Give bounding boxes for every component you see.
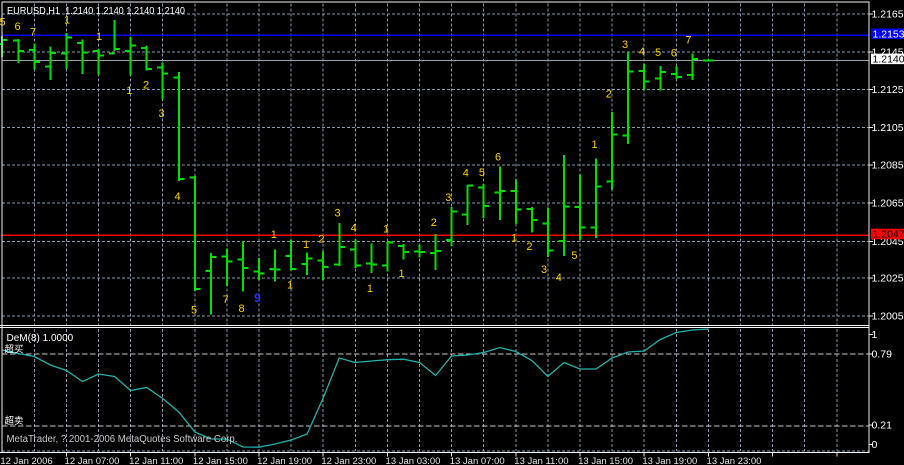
svg-text:4: 4 bbox=[639, 46, 645, 58]
svg-text:3: 3 bbox=[159, 108, 165, 120]
svg-text:13 Jan 23:00: 13 Jan 23:00 bbox=[707, 456, 762, 465]
svg-text:1: 1 bbox=[383, 224, 389, 236]
svg-text:1.2085: 1.2085 bbox=[872, 160, 904, 172]
svg-text:12 Jan 2006: 12 Jan 2006 bbox=[0, 456, 52, 465]
svg-text:1.2065: 1.2065 bbox=[872, 197, 904, 209]
svg-text:MetaTrader, ? 2001-2006 MetaQu: MetaTrader, ? 2001-2006 MetaQuotes Softw… bbox=[7, 434, 238, 445]
svg-text:0.79: 0.79 bbox=[872, 348, 893, 360]
svg-text:1: 1 bbox=[511, 233, 517, 245]
svg-text:5: 5 bbox=[191, 305, 197, 317]
svg-text:3: 3 bbox=[335, 208, 341, 220]
svg-text:12 Jan 07:00: 12 Jan 07:00 bbox=[65, 456, 120, 465]
svg-text:12 Jan 19:00: 12 Jan 19:00 bbox=[257, 456, 312, 465]
svg-text:5: 5 bbox=[655, 47, 661, 59]
svg-text:3: 3 bbox=[622, 39, 628, 51]
svg-text:1.2125: 1.2125 bbox=[872, 84, 904, 96]
svg-text:0.21: 0.21 bbox=[872, 420, 893, 432]
svg-text:4: 4 bbox=[174, 191, 180, 203]
svg-text:1: 1 bbox=[872, 329, 878, 341]
svg-text:6: 6 bbox=[671, 48, 677, 60]
svg-text:2: 2 bbox=[526, 241, 532, 253]
svg-text:EURUSD,H1 1.2140 1.2140 1.214: EURUSD,H1 1.2140 1.2140 1.2140 1.2140 bbox=[7, 5, 185, 17]
svg-text:1.2025: 1.2025 bbox=[872, 273, 904, 285]
svg-text:13 Jan 15:00: 13 Jan 15:00 bbox=[578, 456, 633, 465]
svg-text:7: 7 bbox=[223, 294, 229, 306]
svg-text:超买: 超买 bbox=[5, 344, 24, 356]
svg-text:3: 3 bbox=[541, 264, 547, 276]
svg-text:4: 4 bbox=[351, 222, 357, 234]
svg-text:5: 5 bbox=[571, 250, 577, 262]
svg-text:DeM(8) 1.0000: DeM(8) 1.0000 bbox=[7, 333, 74, 344]
svg-text:1.2165: 1.2165 bbox=[872, 9, 904, 21]
svg-text:12 Jan 23:00: 12 Jan 23:00 bbox=[321, 456, 376, 465]
svg-text:13 Jan 07:00: 13 Jan 07:00 bbox=[450, 456, 505, 465]
svg-text:1: 1 bbox=[399, 268, 405, 280]
svg-text:2: 2 bbox=[143, 80, 149, 92]
svg-text:6: 6 bbox=[495, 152, 501, 164]
svg-text:2: 2 bbox=[431, 217, 437, 229]
svg-text:13 Jan 19:00: 13 Jan 19:00 bbox=[642, 456, 697, 465]
svg-text:12 Jan 15:00: 12 Jan 15:00 bbox=[193, 456, 248, 465]
svg-text:2: 2 bbox=[606, 89, 612, 101]
svg-text:4: 4 bbox=[463, 168, 469, 180]
svg-text:4: 4 bbox=[556, 272, 562, 284]
svg-text:12 Jan 11:00: 12 Jan 11:00 bbox=[129, 456, 183, 465]
svg-text:2: 2 bbox=[318, 233, 324, 245]
svg-text:6: 6 bbox=[14, 21, 20, 33]
svg-text:13 Jan 11:00: 13 Jan 11:00 bbox=[514, 456, 568, 465]
svg-text:5: 5 bbox=[0, 17, 6, 29]
svg-text:3: 3 bbox=[445, 192, 451, 204]
svg-text:1: 1 bbox=[367, 283, 373, 295]
svg-text:1.2105: 1.2105 bbox=[872, 122, 904, 134]
svg-text:0: 0 bbox=[872, 439, 878, 451]
svg-text:5: 5 bbox=[479, 167, 485, 179]
svg-text:1: 1 bbox=[271, 229, 277, 241]
svg-text:7: 7 bbox=[30, 27, 36, 39]
svg-text:1: 1 bbox=[303, 239, 309, 251]
svg-text:7: 7 bbox=[685, 35, 691, 47]
svg-text:1: 1 bbox=[126, 85, 132, 97]
svg-text:1: 1 bbox=[591, 139, 597, 151]
svg-text:1: 1 bbox=[64, 15, 70, 27]
svg-text:1.2005: 1.2005 bbox=[872, 311, 904, 323]
svg-text:9: 9 bbox=[254, 291, 261, 305]
svg-text:8: 8 bbox=[239, 303, 245, 315]
svg-text:1.2140: 1.2140 bbox=[873, 54, 904, 66]
svg-text:13 Jan 03:00: 13 Jan 03:00 bbox=[386, 456, 441, 465]
svg-text:1: 1 bbox=[287, 279, 293, 291]
svg-text:1: 1 bbox=[96, 31, 102, 43]
svg-text:1.2047: 1.2047 bbox=[873, 229, 904, 241]
svg-text:1.2153: 1.2153 bbox=[873, 29, 904, 41]
svg-text:超卖: 超卖 bbox=[5, 415, 24, 427]
